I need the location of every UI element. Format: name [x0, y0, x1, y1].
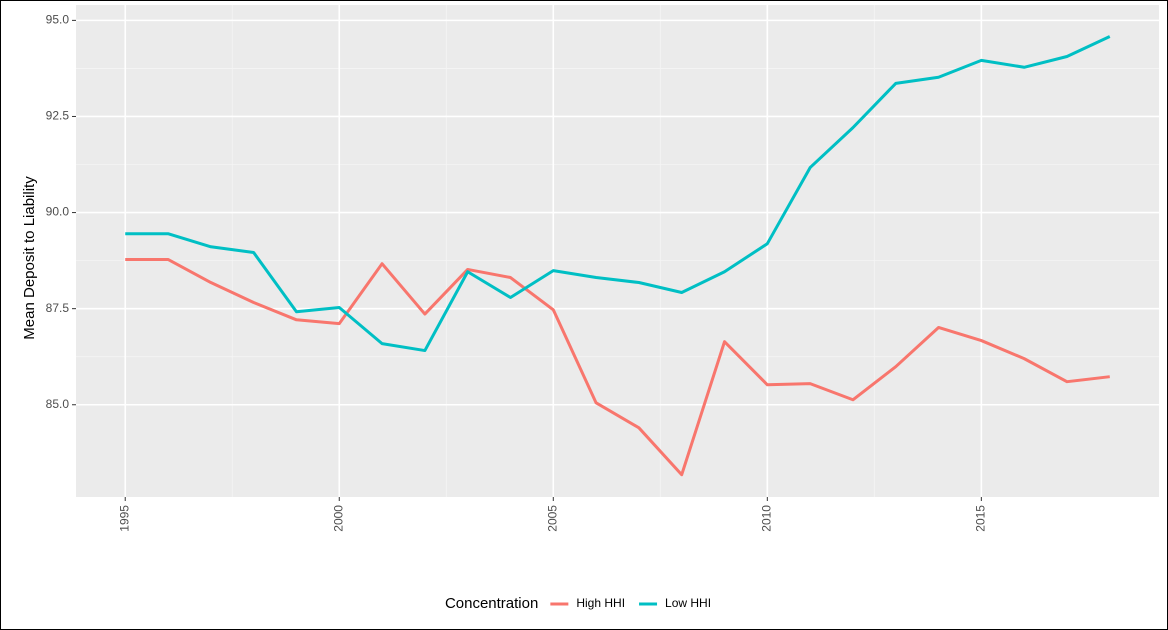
y-axis-label: Mean Deposit to Liability — [21, 176, 38, 340]
y-tick-label: 95.0 — [46, 13, 70, 27]
y-tick-label: 92.5 — [46, 109, 70, 123]
x-tick-label: 1995 — [117, 505, 131, 532]
legend-label: High HHI — [576, 596, 625, 610]
y-tick-label: 90.0 — [46, 205, 70, 219]
y-tick-label: 87.5 — [46, 301, 70, 315]
grid — [76, 5, 1159, 497]
legend-label: Low HHI — [665, 596, 711, 610]
x-tick-label: 2005 — [545, 505, 559, 532]
x-tick-label: 2010 — [759, 505, 773, 532]
line-series — [125, 257, 1110, 477]
line-series — [125, 35, 1111, 353]
x-tick-label: 2015 — [974, 505, 988, 532]
y-tick-label: 85.0 — [46, 397, 70, 411]
x-tick-label: 2000 — [331, 505, 345, 532]
legend-title: Concentration — [445, 595, 538, 612]
